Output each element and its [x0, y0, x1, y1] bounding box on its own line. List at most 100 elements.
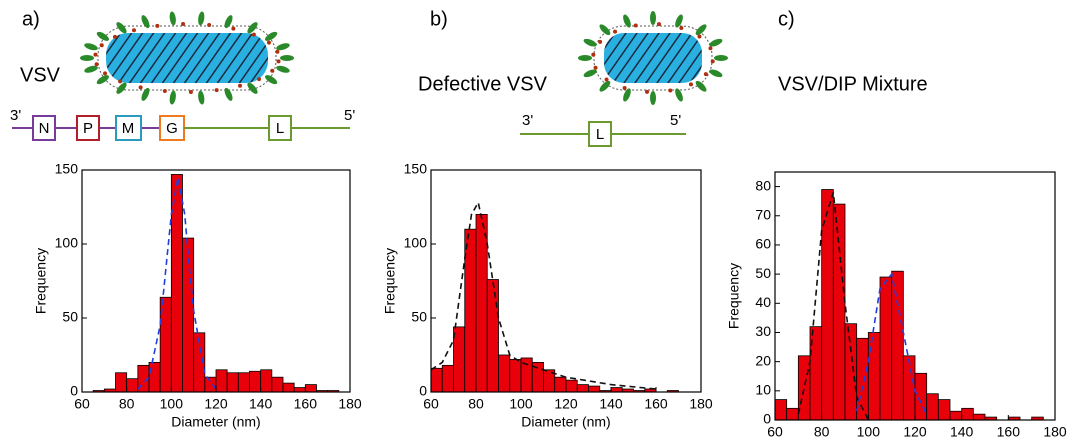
bar [588, 385, 601, 393]
bar [554, 376, 567, 393]
x-tick-label: 120 [204, 396, 228, 412]
bar [972, 413, 986, 421]
fit-curve [430, 200, 657, 390]
virus-diagram [80, 11, 294, 105]
panel-label: a) [22, 8, 40, 30]
bar [115, 372, 128, 393]
spike [276, 43, 290, 51]
x-tick-label: 80 [814, 424, 830, 440]
bar [914, 372, 928, 421]
spike [709, 38, 723, 47]
dot [188, 89, 193, 94]
x-tick-label: 140 [599, 396, 623, 412]
spike [116, 82, 127, 94]
x-tick-label: 60 [74, 396, 90, 412]
dot [604, 77, 609, 82]
y-tick-label: 20 [755, 352, 771, 368]
spike [84, 65, 98, 73]
bar [204, 376, 217, 393]
dot [99, 43, 104, 48]
x-tick-label: 180 [338, 396, 362, 412]
x-tick-label: 140 [249, 396, 273, 412]
y-tick-label: 30 [755, 323, 771, 339]
bar [867, 332, 881, 421]
gene-box: N [32, 115, 56, 141]
y-tick-label: 80 [755, 177, 771, 193]
y-axis-label: Frequency [33, 248, 49, 314]
y-tick-label: 0 [70, 383, 78, 399]
bar [249, 370, 262, 393]
bar [215, 369, 228, 393]
bar [565, 379, 578, 393]
spike [224, 87, 233, 101]
bar [282, 382, 295, 393]
bar [844, 323, 858, 421]
spike [198, 11, 205, 26]
genome-end: 5' [344, 107, 355, 124]
spike [714, 55, 728, 61]
y-tick-label: 10 [755, 382, 771, 398]
virus-label: VSV/DIP Mixture [778, 73, 928, 95]
y-tick-label: 40 [755, 294, 771, 310]
y-tick-label: 100 [404, 235, 428, 251]
dot [94, 62, 99, 67]
spike [141, 15, 150, 29]
bar [937, 399, 951, 421]
dot [266, 40, 271, 45]
dot [207, 22, 212, 27]
spike [599, 80, 611, 92]
bar [610, 387, 623, 393]
x-tick-label: 180 [689, 396, 713, 412]
spike [583, 69, 597, 78]
bar [126, 378, 139, 393]
gene-box: L [268, 115, 292, 141]
bar [832, 203, 846, 421]
panel-label: c) [778, 8, 795, 30]
y-tick-label: 100 [55, 235, 79, 251]
x-tick-label: 160 [997, 424, 1021, 440]
spike [599, 24, 611, 36]
bar [509, 359, 522, 393]
x-axis-label: Diameter (nm) [870, 442, 959, 444]
dot [275, 49, 280, 54]
spike [276, 65, 290, 73]
spike [169, 11, 176, 26]
gene-label: P [83, 120, 93, 137]
spike [623, 14, 631, 28]
x-tick-label: 160 [644, 396, 668, 412]
dot [251, 32, 256, 37]
dot [708, 46, 713, 51]
x-tick-label: 140 [950, 424, 974, 440]
spike [650, 91, 656, 105]
dot [214, 88, 219, 93]
bar [498, 354, 511, 393]
gene-box: M [115, 115, 142, 141]
dot [155, 23, 160, 28]
bar [441, 364, 454, 393]
bar [237, 372, 250, 393]
panel-label: b) [430, 8, 448, 30]
bar [170, 174, 183, 393]
dot [257, 77, 262, 82]
dot [118, 79, 123, 84]
dot [162, 89, 167, 94]
dot [688, 82, 693, 87]
spike [84, 43, 98, 51]
x-tick-label: 80 [468, 396, 484, 412]
spike [141, 87, 150, 101]
gene-label: G [166, 120, 178, 137]
y-tick-label: 50 [411, 309, 427, 325]
spike [169, 90, 176, 105]
spike [116, 22, 127, 34]
spike [80, 55, 94, 61]
x-tick-label: 100 [160, 396, 184, 412]
y-tick-label: 70 [755, 206, 771, 222]
dot [633, 23, 638, 28]
genome-end: 3' [522, 112, 533, 129]
x-tick-label: 180 [1043, 424, 1067, 440]
dot [622, 85, 627, 90]
spike [247, 22, 258, 34]
virus-label: Defective VSV [418, 73, 548, 95]
dot [270, 68, 275, 73]
y-axis-label: Frequency [726, 263, 742, 329]
